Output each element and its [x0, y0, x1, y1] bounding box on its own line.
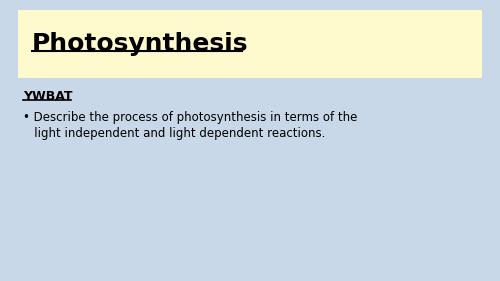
FancyBboxPatch shape [18, 10, 482, 78]
Text: light independent and light dependent reactions.: light independent and light dependent re… [23, 127, 326, 140]
Text: • Describe the process of photosynthesis in terms of the: • Describe the process of photosynthesis… [23, 112, 357, 124]
Text: YWBAT: YWBAT [23, 90, 72, 103]
Text: Photosynthesis: Photosynthesis [32, 32, 248, 56]
